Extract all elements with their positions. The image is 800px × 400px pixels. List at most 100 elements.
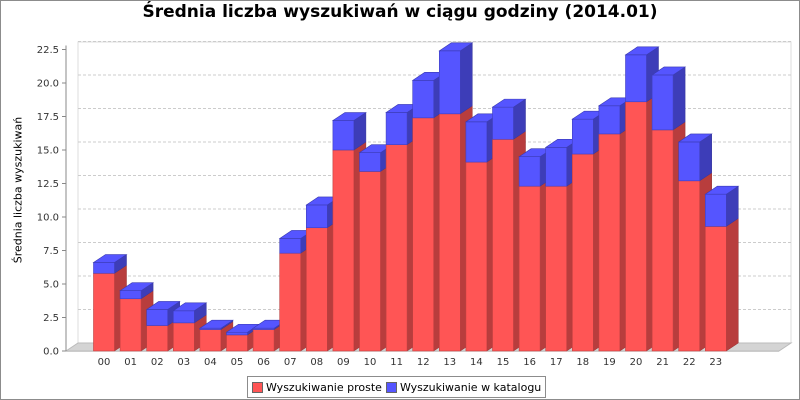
x-tick-label: 05 (231, 357, 244, 368)
x-tick-label: 20 (630, 357, 643, 368)
bar-simple (359, 171, 381, 352)
bar-catalog (279, 238, 302, 254)
bar-catalog (173, 310, 195, 324)
bar-catalog (438, 50, 461, 115)
legend: Wyszukiwanie proste Wyszukiwanie w katal… (247, 376, 547, 398)
y-tick-label: 7.5 (43, 246, 59, 257)
legend-label-simple: Wyszukiwanie proste (266, 380, 382, 394)
bar-catalog (518, 156, 541, 187)
bar-side-catalog (460, 42, 473, 115)
bar-top (491, 98, 527, 108)
y-tick-label: 15.0 (37, 146, 59, 157)
bar-catalog (651, 74, 674, 131)
bar-catalog (359, 152, 381, 172)
bar-simple (93, 272, 115, 352)
x-tick-label: 15 (497, 357, 510, 368)
bar-top (331, 112, 367, 121)
chart-title: Średnia liczba wyszukiwań w ciągu godzin… (142, 2, 658, 22)
bar-simple (385, 144, 408, 352)
y-tick-label: 22.5 (37, 45, 59, 56)
bar-simple (651, 129, 674, 352)
x-tick-label: 19 (603, 357, 616, 368)
bar-top (119, 282, 155, 292)
bar-simple (173, 322, 195, 352)
bar-top (92, 254, 128, 263)
bar-simple (252, 329, 275, 352)
legend-swatch-simple (252, 381, 263, 393)
bar-catalog (93, 262, 115, 274)
bar-simple (625, 101, 647, 352)
bar-top (198, 319, 234, 329)
bar-simple (226, 334, 248, 352)
x-tick-label: 00 (98, 357, 111, 368)
bar-simple (571, 153, 594, 352)
bar-simple (678, 180, 701, 352)
x-tick-label: 01 (124, 357, 137, 368)
x-tick-label: 13 (443, 357, 456, 368)
bar-top (704, 185, 740, 195)
x-tick-label: 18 (576, 357, 589, 368)
y-tick-label: 0.0 (43, 347, 59, 358)
bar-catalog (678, 141, 701, 182)
bar-simple (119, 298, 142, 352)
x-tick-label: 17 (550, 357, 563, 368)
x-tick-label: 02 (151, 357, 164, 368)
bar-simple (146, 325, 168, 352)
bar-catalog (305, 204, 328, 229)
bar-top (651, 66, 687, 76)
bar-catalog (385, 112, 408, 145)
bar-simple (438, 113, 461, 352)
bar-simple (518, 185, 541, 352)
bar-catalog (704, 193, 727, 227)
x-tick-label: 10 (364, 357, 377, 368)
legend-label-catalog: Wyszukiwanie w katalogu (399, 380, 542, 394)
x-tick-label: 23 (709, 357, 722, 368)
bar-simple (598, 133, 621, 352)
bar-simple (305, 227, 328, 352)
x-tick-label: 07 (284, 357, 297, 368)
bar-simple (704, 226, 727, 352)
bar-simple (465, 161, 488, 352)
bar-simple (545, 185, 568, 352)
legend-item-catalog: Wyszukiwanie w katalogu (385, 380, 542, 394)
bar-catalog (492, 106, 514, 140)
x-tick-label: 22 (683, 357, 696, 368)
bar-simple (332, 149, 355, 352)
bar-catalog (119, 290, 142, 300)
bar-top (624, 46, 660, 56)
y-tick-label: 17.5 (37, 112, 59, 123)
bar-side-catalog (672, 66, 686, 131)
x-tick-label: 04 (204, 357, 217, 368)
bar-simple (199, 329, 222, 352)
legend-swatch-catalog (385, 381, 397, 393)
x-tick-label: 11 (390, 357, 403, 368)
x-tick-label: 12 (417, 357, 430, 368)
x-tick-label: 08 (310, 357, 323, 368)
bar-top (677, 133, 713, 143)
bar-catalog (545, 147, 568, 187)
x-tick-label: 06 (257, 357, 270, 368)
bar-catalog (332, 120, 355, 151)
bar-catalog (412, 80, 435, 119)
bar-catalog (625, 54, 647, 103)
bar-simple (492, 138, 514, 352)
bar-simple (412, 117, 435, 352)
y-tick-label: 20.0 (37, 79, 59, 90)
bar-catalog (571, 118, 594, 155)
bar-catalog (598, 105, 621, 135)
bar-top (172, 302, 208, 312)
x-tick-label: 03 (177, 357, 190, 368)
bar-top (145, 301, 181, 310)
bar-side-simple (726, 217, 739, 352)
x-tick-label: 21 (656, 357, 669, 368)
y-tick-label: 5.0 (43, 280, 59, 291)
x-tick-label: 14 (470, 357, 483, 368)
x-tick-label: 09 (337, 357, 350, 368)
bar-simple (279, 252, 302, 352)
bar-catalog (146, 309, 168, 326)
y-tick-label: 2.5 (43, 313, 59, 324)
legend-item-simple: Wyszukiwanie proste (252, 381, 382, 394)
y-tick-label: 12.5 (37, 179, 59, 190)
bar-catalog (226, 331, 248, 336)
